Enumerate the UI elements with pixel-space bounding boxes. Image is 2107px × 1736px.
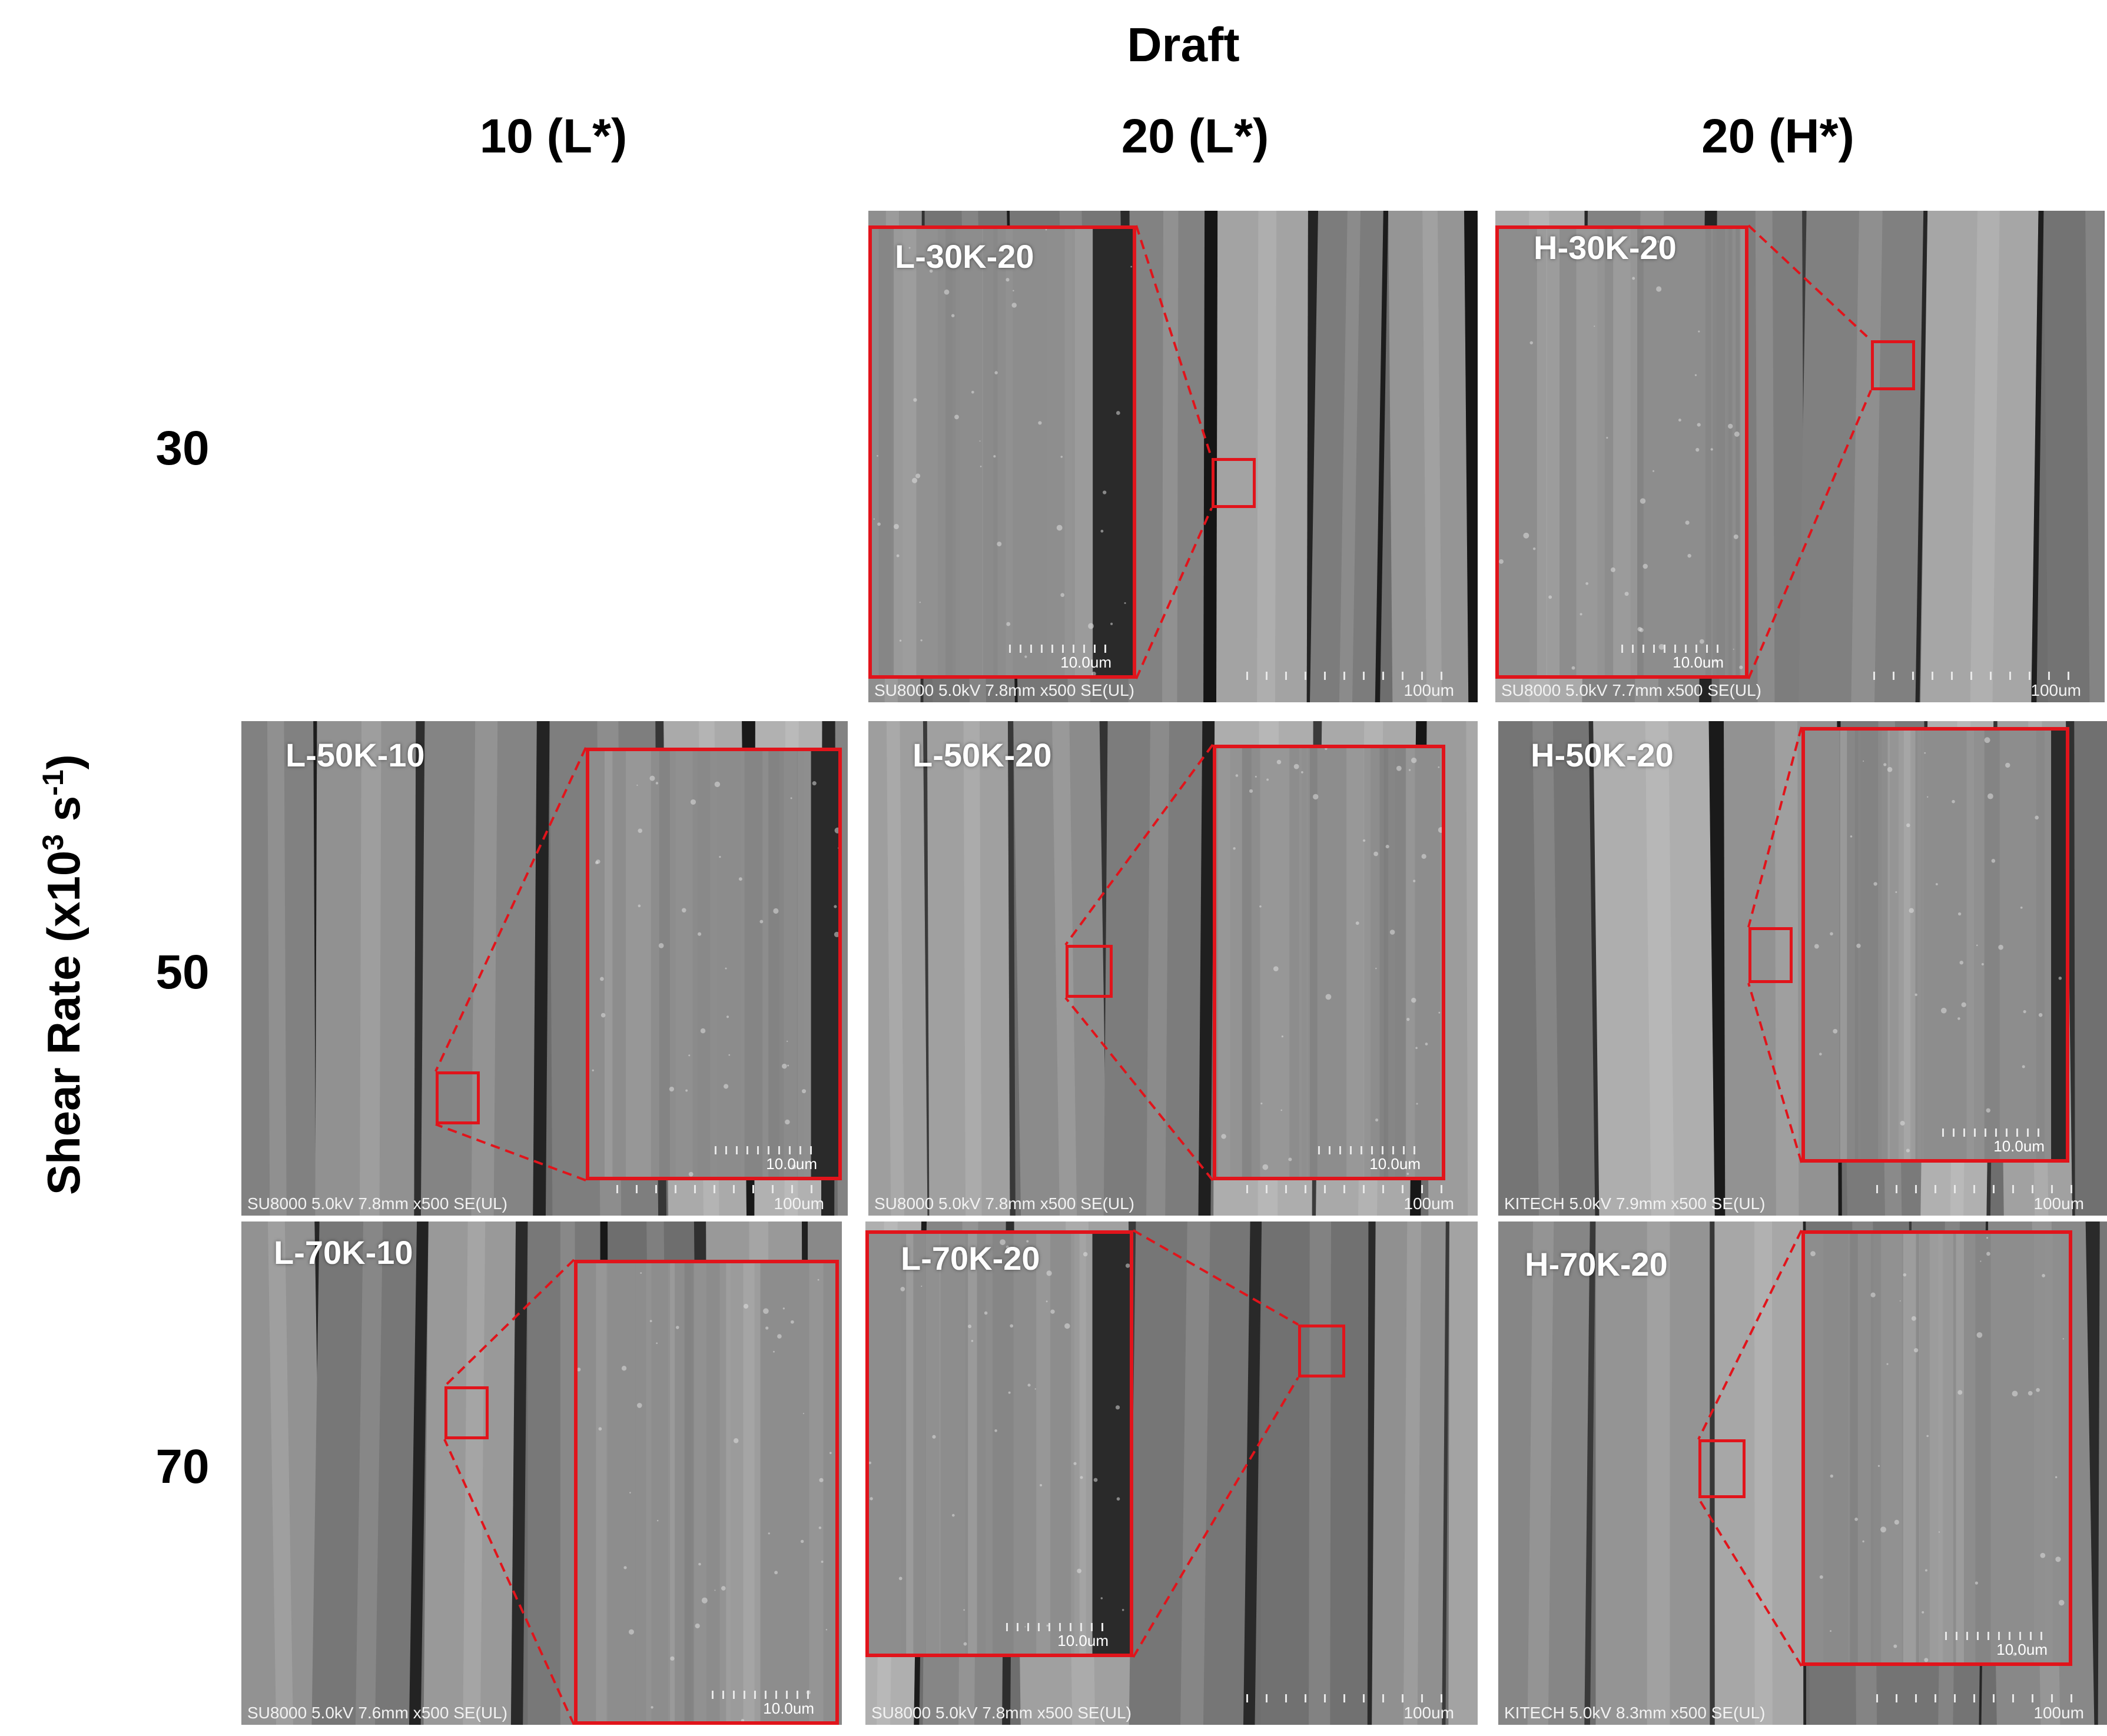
scale-ticks [712, 1691, 818, 1699]
inset-scale-label: 10.0um [1993, 1137, 2045, 1155]
sem-acquisition-info: KITECH 5.0kV 8.3mm x500 SE(UL) [1504, 1704, 1766, 1722]
shear-rate-axis-title: Shear Rate (x103 s-1) [18, 724, 106, 1195]
column-header-20L: 20 (L*) [1121, 109, 1269, 163]
magnified-inset: 10.0um [868, 225, 1136, 679]
scale-ticks [616, 1185, 830, 1193]
scale-bar-label: 100um [1403, 681, 1454, 699]
zoom-region-box [1748, 927, 1793, 983]
sem-acquisition-info: SU8000 5.0kV 7.6mm x500 SE(UL) [247, 1704, 507, 1722]
sem-footer: SU8000 5.0kV 7.8mm x500 SE(UL) 100um [865, 1699, 1478, 1725]
zoom-region-box [1698, 1439, 1746, 1498]
scale-ticks [1942, 1128, 2048, 1137]
zoom-region-box [1871, 340, 1915, 390]
scale-ticks [1873, 672, 2087, 680]
sem-panel-h50k20: KITECH 5.0kV 7.9mm x500 SE(UL) 100um 10.0u… [1498, 721, 2107, 1216]
sem-footer: SU8000 5.0kV 7.8mm x500 SE(UL) 100um [241, 1190, 848, 1216]
inset-scale-label: 10.0um [763, 1700, 814, 1717]
column-header-20H: 20 (H*) [1701, 109, 1854, 163]
sem-footer: KITECH 5.0kV 8.3mm x500 SE(UL) 100um [1498, 1699, 2107, 1725]
sample-label: H-50K-20 [1531, 736, 1674, 774]
sample-label: L-30K-20 [895, 238, 1034, 275]
magnified-inset: 10.0um [1801, 1230, 2072, 1666]
sem-acquisition-info: SU8000 5.0kV 7.8mm x500 SE(UL) [874, 1194, 1134, 1213]
scale-ticks [715, 1146, 821, 1154]
sample-label: L-70K-10 [274, 1234, 413, 1271]
scale-ticks [1246, 1185, 1460, 1193]
inset-scale-label: 10.0um [1369, 1155, 1421, 1173]
draft-axis-title: Draft [1127, 18, 1240, 72]
sample-label: L-50K-10 [286, 736, 425, 774]
magnified-inset: 10.0um [1801, 727, 2069, 1163]
inset-scale-label: 10.0um [1057, 1632, 1109, 1649]
sample-label: L-50K-20 [913, 736, 1052, 774]
magnified-inset: 10.0um [1495, 225, 1748, 679]
scale-bar-label: 100um [2030, 681, 2081, 699]
sem-acquisition-info: SU8000 5.0kV 7.8mm x500 SE(UL) [871, 1704, 1132, 1722]
sem-panel-l70k20: SU8000 5.0kV 7.8mm x500 SE(UL) 100um 10.0u… [865, 1221, 1478, 1725]
sem-acquisition-info: KITECH 5.0kV 7.9mm x500 SE(UL) [1504, 1194, 1766, 1213]
magnified-inset: 10.0um [865, 1230, 1133, 1657]
scale-ticks [1621, 645, 1727, 653]
row-header-70: 70 [155, 1440, 210, 1493]
scale-ticks [1876, 1694, 2090, 1702]
sem-acquisition-info: SU8000 5.0kV 7.7mm x500 SE(UL) [1501, 681, 1761, 699]
scale-bar-label: 100um [774, 1194, 824, 1213]
column-header-10L: 10 (L*) [479, 109, 628, 163]
sem-panel-l30k20: SU8000 5.0kV 7.8mm x500 SE(UL) 100um 10.0u… [868, 211, 1478, 702]
magnified-inset: 10.0um [586, 748, 842, 1180]
svg-text:Shear Rate (x103 s-1): Shear Rate (x103 s-1) [37, 754, 89, 1195]
scale-ticks [1246, 672, 1460, 680]
scale-bar-label: 100um [2033, 1704, 2084, 1722]
scale-ticks [1009, 645, 1115, 653]
sample-label: H-70K-20 [1525, 1246, 1668, 1283]
scale-ticks [1876, 1185, 2090, 1193]
sample-label: H-30K-20 [1534, 229, 1677, 266]
inset-scale-label: 10.0um [1060, 653, 1111, 671]
sem-panel-l50k10: SU8000 5.0kV 7.8mm x500 SE(UL) 100um 10.0u… [241, 721, 848, 1216]
zoom-region-box [1212, 458, 1256, 508]
sem-footer: SU8000 5.0kV 7.8mm x500 SE(UL) 100um [868, 1190, 1478, 1216]
zoom-region-box [444, 1386, 489, 1439]
sem-acquisition-info: SU8000 5.0kV 7.8mm x500 SE(UL) [247, 1194, 507, 1213]
sem-footer: KITECH 5.0kV 7.9mm x500 SE(UL) 100um [1498, 1190, 2107, 1216]
sem-footer: SU8000 5.0kV 7.7mm x500 SE(UL) 100um [1495, 676, 2105, 702]
inset-scale-label: 10.0um [1996, 1641, 2048, 1658]
scale-ticks [1945, 1632, 2051, 1640]
magnified-inset: 10.0um [574, 1260, 839, 1725]
sem-footer: SU8000 5.0kV 7.8mm x500 SE(UL) 100um [868, 676, 1478, 702]
scale-ticks [1006, 1623, 1112, 1631]
zoom-region-box [1298, 1325, 1345, 1377]
sample-label: L-70K-20 [901, 1240, 1040, 1277]
magnified-inset: 10.0um [1213, 745, 1445, 1180]
row-header-50: 50 [155, 945, 210, 999]
sem-panel-l50k20: SU8000 5.0kV 7.8mm x500 SE(UL) 100um 10.0u… [868, 721, 1478, 1216]
inset-scale-label: 10.0um [1673, 653, 1724, 671]
zoom-region-box [436, 1071, 480, 1124]
inset-scale-label: 10.0um [766, 1155, 817, 1173]
scale-bar-label: 100um [1403, 1194, 1454, 1213]
sem-panel-h30k20: SU8000 5.0kV 7.7mm x500 SE(UL) 100um 10.0u… [1495, 211, 2105, 702]
scale-bar-label: 100um [1403, 1704, 1454, 1722]
scale-bar-label: 100um [2033, 1194, 2084, 1213]
sem-panel-l70k10: SU8000 5.0kV 7.6mm x500 SE(UL)100um10.0u… [241, 1221, 842, 1725]
sem-acquisition-info: SU8000 5.0kV 7.8mm x500 SE(UL) [874, 681, 1134, 699]
scale-ticks [1318, 1146, 1424, 1154]
zoom-region-box [1066, 945, 1113, 998]
scale-ticks [1246, 1694, 1460, 1702]
sem-panel-h70k20: KITECH 5.0kV 8.3mm x500 SE(UL) 100um 10.0u… [1498, 1221, 2107, 1725]
row-header-30: 30 [155, 421, 210, 475]
